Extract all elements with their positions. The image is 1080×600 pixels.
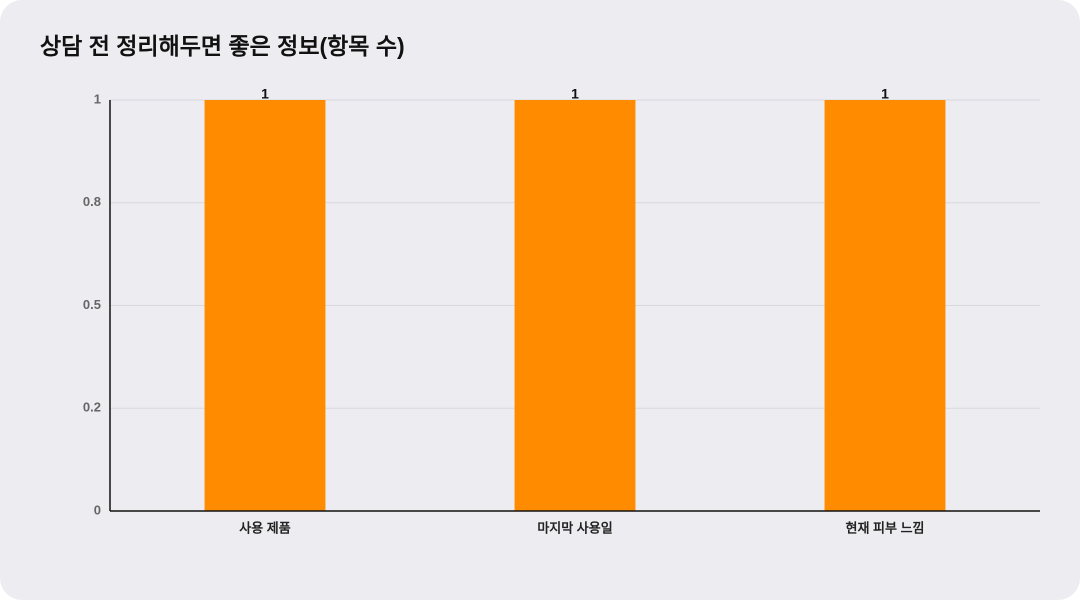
y-tick-label: 0.8 xyxy=(83,194,101,209)
y-tick-label: 0.5 xyxy=(83,297,101,312)
bar xyxy=(824,100,946,511)
x-tick-label: 사용 제품 xyxy=(239,520,290,535)
x-tick-label: 마지막 사용일 xyxy=(537,520,612,535)
bar xyxy=(204,100,326,511)
chart-title: 상담 전 정리해두면 좋은 정보(항목 수) xyxy=(40,33,405,59)
value-label: 1 xyxy=(261,86,269,102)
y-tick-label: 0 xyxy=(94,502,101,517)
y-tick-label: 0.2 xyxy=(83,400,101,415)
bar xyxy=(514,100,636,511)
value-label: 1 xyxy=(571,86,579,102)
y-tick-label: 1 xyxy=(94,91,101,106)
x-tick-label: 현재 피부 느낌 xyxy=(846,520,925,535)
value-label: 1 xyxy=(881,86,889,102)
